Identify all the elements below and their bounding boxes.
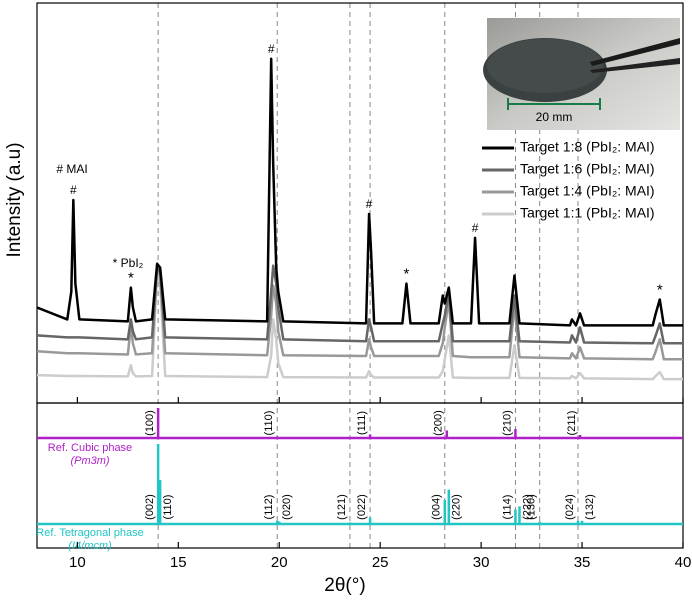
hkl-label: (110) (263, 411, 275, 436)
legend-label: Target 1:8 (PbI₂: MAI) (520, 139, 655, 155)
x-tick-label: 15 (170, 554, 187, 571)
hkl-label: (114) (501, 495, 513, 520)
hkl-label: (200) (433, 410, 445, 436)
phase-label: Ref. Tetragonal phase (36, 527, 143, 539)
peak-marker: # (268, 42, 275, 56)
x-tick-label: 35 (574, 554, 591, 571)
x-tick-label: 40 (675, 554, 692, 571)
legend-label: Target 1:4 (PbI₂: MAI) (520, 183, 655, 199)
hkl-label: (024) (564, 494, 576, 520)
hkl-label: (121) (336, 494, 348, 520)
hkl-label: (111) (356, 411, 368, 435)
xrd-trace (36, 266, 683, 361)
hkl-label: (210) (501, 410, 513, 436)
hkl-label: (220) (451, 494, 463, 520)
hkl-label: (100) (144, 410, 156, 436)
phase-label: Ref. Cubic phase (48, 442, 132, 454)
peak-marker: # (472, 221, 479, 235)
hkl-label: (130) (526, 494, 538, 520)
legend-label: Target 1:1 (PbI₂: MAI) (520, 205, 655, 221)
y-axis-label: Intensity (a.u) (4, 142, 25, 257)
peak-marker: * (404, 266, 410, 283)
hkl-label: (211) (566, 411, 578, 436)
peak-marker: # (70, 183, 77, 197)
x-tick-label: 25 (372, 554, 389, 571)
hkl-label: (002) (144, 494, 156, 520)
phase-group: (Pm3m) (70, 455, 109, 467)
hkl-label: (112) (263, 495, 275, 520)
x-tick-label: 20 (271, 554, 288, 571)
bottom-frame (36, 402, 684, 549)
xrd-trace (36, 264, 683, 345)
phase-group: (I4/mcm) (68, 540, 112, 552)
hkl-label: (022) (356, 494, 368, 520)
peak-marker: # (366, 197, 373, 211)
hkl-label: (222) (521, 494, 533, 520)
inset-label: 20 mm (536, 110, 573, 124)
xrd-trace (36, 57, 683, 327)
legend-label: Target 1:6 (PbI₂: MAI) (520, 161, 655, 177)
x-tick-label: 30 (473, 554, 490, 571)
hkl-label: (110) (162, 495, 174, 520)
hkl-label: (004) (431, 494, 443, 520)
xrd-trace (36, 270, 683, 381)
x-axis-label: 2θ(°) (324, 575, 365, 596)
x-tick-label: 10 (69, 554, 86, 571)
annotation: * PbI₂ (113, 256, 144, 270)
hkl-label: (132) (584, 494, 596, 520)
hkl-label: (020) (281, 494, 293, 520)
annotation: # MAI (56, 162, 87, 176)
peak-marker: * (128, 270, 134, 287)
peak-marker: * (657, 281, 663, 298)
inset-photo: 20 mm (483, 18, 680, 130)
